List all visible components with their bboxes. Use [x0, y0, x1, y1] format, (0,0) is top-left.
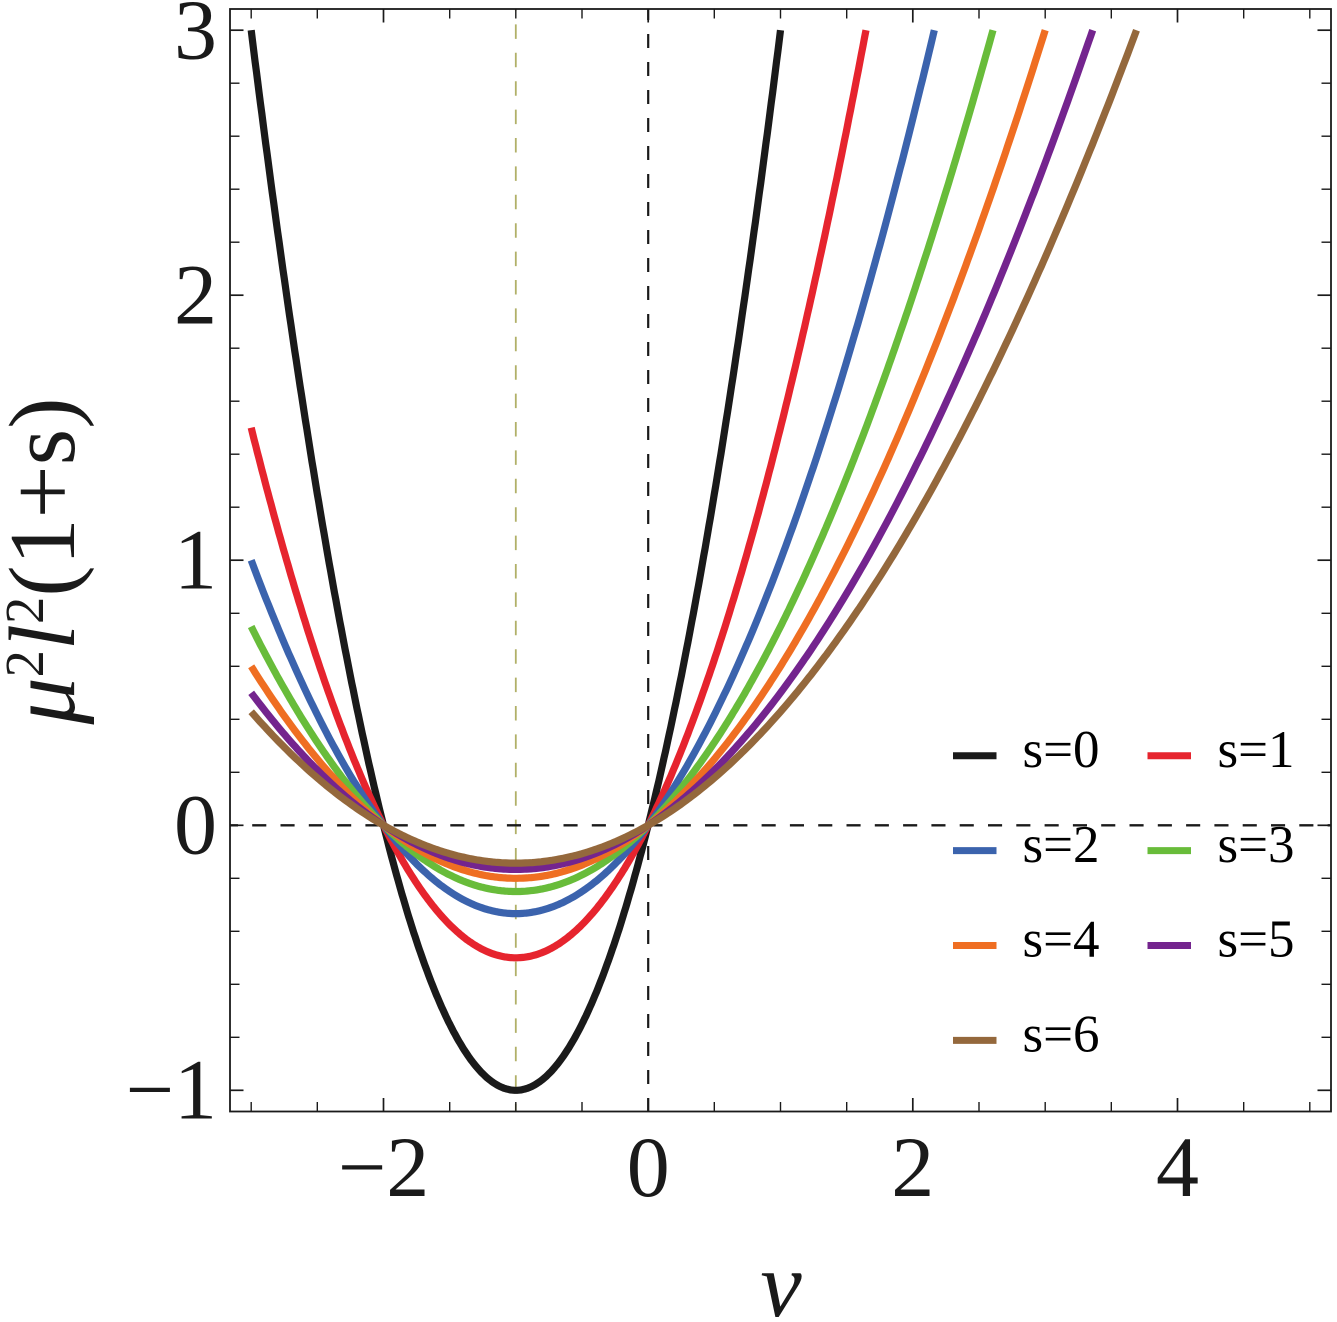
svg-text:4: 4 [1156, 1119, 1199, 1215]
svg-text:s=2: s=2 [1023, 816, 1100, 874]
svg-text:s=1: s=1 [1218, 721, 1295, 779]
svg-text:2: 2 [174, 246, 217, 342]
svg-text:μ2l2(1+s): μ2l2(1+s) [0, 397, 95, 725]
svg-text:s=3: s=3 [1218, 816, 1295, 874]
svg-text:0: 0 [627, 1119, 670, 1215]
svg-text:ν: ν [760, 1234, 802, 1317]
svg-text:−1: −1 [125, 1042, 217, 1138]
svg-text:3: 3 [174, 0, 217, 77]
svg-text:s=4: s=4 [1023, 911, 1100, 969]
svg-text:s=5: s=5 [1218, 911, 1295, 969]
svg-text:1: 1 [174, 512, 217, 608]
svg-text:−2: −2 [338, 1119, 430, 1215]
svg-text:2: 2 [891, 1119, 934, 1215]
svg-text:s=6: s=6 [1023, 1006, 1100, 1064]
svg-text:s=0: s=0 [1023, 721, 1100, 779]
svg-text:0: 0 [174, 777, 217, 873]
